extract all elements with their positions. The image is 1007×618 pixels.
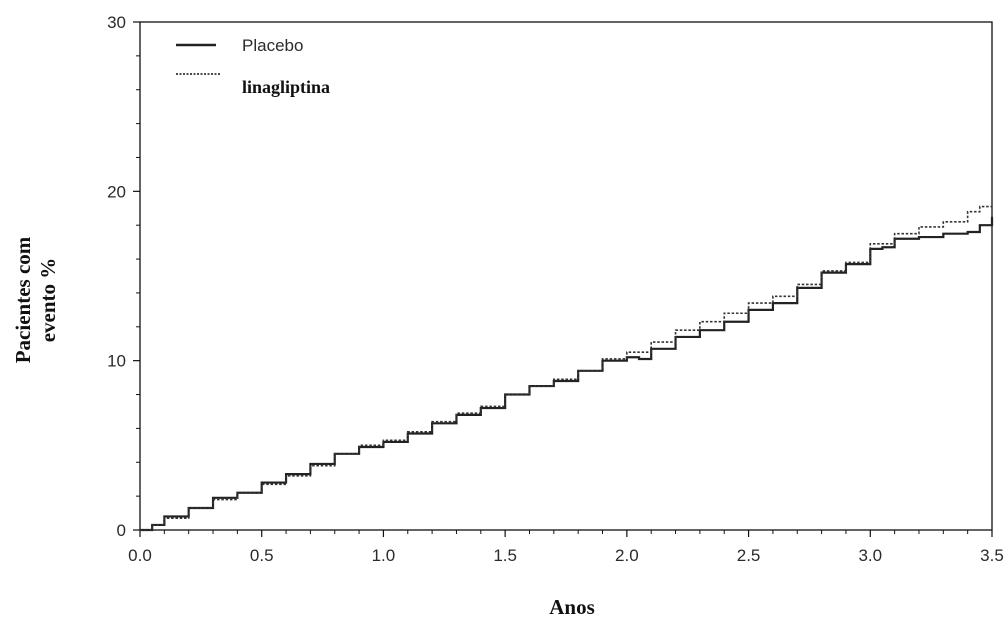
y-tick-label: 10 [107, 352, 126, 371]
y-axis-title-line-2: evento % [36, 258, 60, 343]
x-tick-label: 3.0 [858, 546, 882, 565]
x-tick-label: 3.5 [980, 546, 1004, 565]
x-tick-label: 1.0 [372, 546, 396, 565]
x-tick-label: 1.5 [493, 546, 517, 565]
series-layer [140, 205, 994, 532]
x-tick-label: 0.0 [128, 546, 152, 565]
x-tick-label: 2.0 [615, 546, 639, 565]
plot-frame [139, 21, 993, 531]
y-axis: 0 10 20 30 [107, 13, 140, 540]
plot-area [139, 21, 993, 531]
x-axis-title: Anos [549, 595, 595, 618]
legend: Placebo linagliptina [176, 36, 330, 97]
y-axis-title-line-1: Pacientes com [11, 236, 35, 363]
series-line-placebo [140, 216, 994, 532]
y-tick-label: 30 [107, 13, 126, 32]
y-tick-label: 0 [117, 521, 126, 540]
x-tick-label: 0.5 [250, 546, 274, 565]
legend-label-linagliptina: linagliptina [242, 77, 330, 97]
y-axis-title: Pacientes com evento % [11, 236, 60, 363]
legend-label-placebo: Placebo [242, 36, 303, 55]
series-line-linagliptina [140, 205, 992, 531]
y-tick-label: 20 [107, 182, 126, 201]
x-tick-label: 2.5 [737, 546, 761, 565]
x-axis: 0.0 0.5 1.0 1.5 2.0 2.5 3.0 3.5 [128, 530, 1004, 565]
